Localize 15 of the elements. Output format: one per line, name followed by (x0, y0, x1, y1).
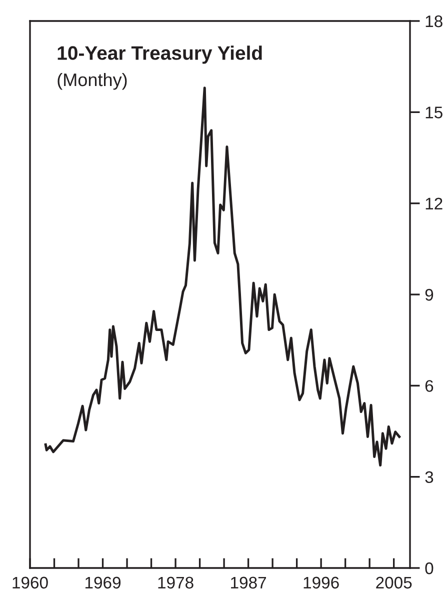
x-tick-label: 1996 (304, 576, 339, 589)
x-tick-label: 1978 (158, 576, 194, 589)
y-tick-label: 18 (426, 15, 442, 28)
x-tick-label: 1987 (231, 576, 266, 589)
y-tick-label: 0 (425, 562, 434, 574)
text: (Monthy) (58, 72, 127, 90)
y-tick-label: 9 (425, 288, 434, 301)
x-tick-label: 2005 (376, 576, 412, 589)
y-tick-label: 6 (425, 380, 434, 392)
x-tick-label: 1969 (86, 576, 121, 589)
x-tick-label: 1960 (12, 576, 48, 589)
y-tick-label: 15 (426, 106, 442, 118)
y-tick-label: 12 (426, 198, 442, 210)
y-tick-label: 3 (425, 471, 434, 484)
text: 10-Year Treasury Yield (58, 46, 262, 64)
